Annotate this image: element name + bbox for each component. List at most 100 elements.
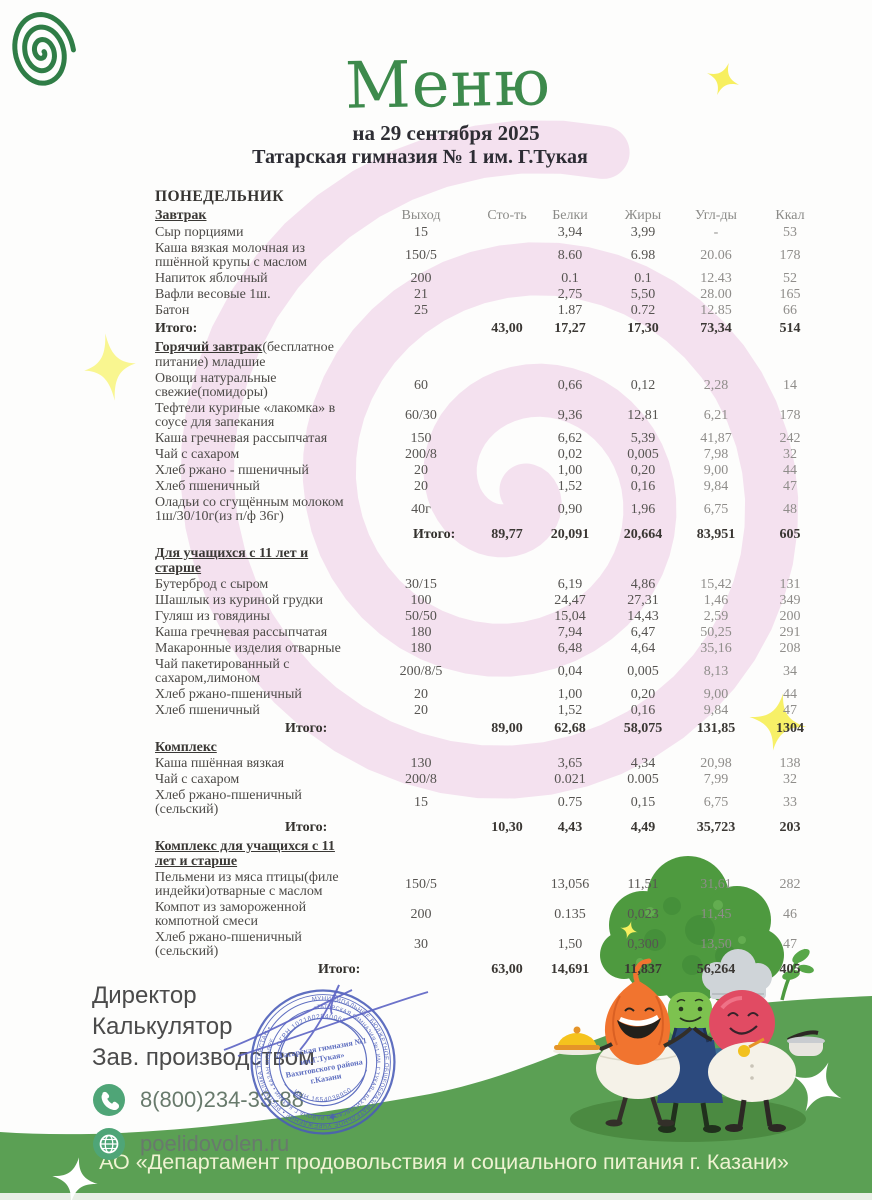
cell-out: 100 <box>410 593 432 608</box>
cell-carbs: 2,59 <box>703 609 729 624</box>
dish-name: Вафли весовые 1ш. <box>155 287 271 302</box>
menu-table: ПОНЕДЕЛЬНИК Завтрак Выход Сто-ть Белки Ж… <box>155 188 827 979</box>
cell-protein: 2,75 <box>557 287 583 302</box>
school-name: Татарская гимназия № 1 им. Г.Тукая <box>252 146 588 168</box>
cell-protein: 6,19 <box>557 577 583 592</box>
cell-kcal: 131 <box>779 577 801 592</box>
cell-out: 200 <box>410 907 432 922</box>
cell-protein: 1,50 <box>557 937 583 952</box>
total-protein: 14,691 <box>550 961 590 977</box>
cell-out: 150 <box>410 431 432 446</box>
cell-fat: 0,15 <box>630 795 656 810</box>
cell-out: 200 <box>410 271 432 286</box>
cell-fat: 0.72 <box>630 303 656 318</box>
menu-row: Хлеб пшеничный 20 1,52 0,16 9,84 47 <box>155 703 827 719</box>
phone-icon <box>93 1084 125 1116</box>
menu-row: Хлеб ржано-пшеничный (сельский) 15 0.75 0,1… <box>155 788 827 818</box>
cell-kcal: 32 <box>783 447 797 462</box>
dish-name: Чай с сахаром <box>155 447 240 462</box>
cell-kcal: 208 <box>779 641 801 656</box>
cell-fat: 5,50 <box>630 287 656 302</box>
cell-kcal: 47 <box>783 479 797 494</box>
total-carbs: 73,34 <box>700 320 732 336</box>
cell-out: 20 <box>414 479 428 494</box>
dish-name: Гуляш из говядины <box>155 609 270 624</box>
menu-row: Каша гречневая рассыпчатая 150 6,62 5,39 41,… <box>155 431 827 447</box>
dish-name: Овощи натуральные свежие(помидоры) <box>155 371 277 400</box>
cell-protein: 0,66 <box>557 378 583 393</box>
cell-protein: 0,04 <box>557 664 583 679</box>
cell-fat: 0,300 <box>627 937 659 952</box>
cell-out: 20 <box>414 463 428 478</box>
total-cost: 89,00 <box>491 720 523 736</box>
dish-name: Шашлык из куриной грудки <box>155 593 324 608</box>
cell-carbs: 15,42 <box>700 577 732 592</box>
globe-icon <box>93 1128 125 1160</box>
total-label: Итого: <box>285 720 328 736</box>
column-out: Выход <box>401 208 441 223</box>
total-row: Итого: 89,77 20,091 20,664 83,951 605 <box>155 527 827 543</box>
total-cost: 63,00 <box>491 961 523 977</box>
column-carbs: Угл-ды <box>695 208 737 223</box>
cell-fat: 4,64 <box>630 641 656 656</box>
cell-protein: 1,00 <box>557 463 583 478</box>
total-cost: 43,00 <box>491 320 523 336</box>
total-row: Итого: 43,00 17,27 17,30 73,34 514 <box>155 321 827 337</box>
dish-name: Компот из замороженной компотной смеси <box>155 900 307 929</box>
menu-row: Каша гречневая рассыпчатая 180 7,94 6,47 50,… <box>155 625 827 641</box>
cell-protein: 3,65 <box>557 756 583 771</box>
cell-carbs: 9,84 <box>703 479 729 494</box>
cell-carbs: 6,21 <box>703 408 729 423</box>
star-icon <box>781 1051 853 1123</box>
total-fat: 20,664 <box>623 526 663 542</box>
section-heading: Комплекс <box>155 738 351 756</box>
dish-name: Тефтели куриные «лакомка» в соусе для за… <box>155 401 336 430</box>
star-icon <box>79 329 141 405</box>
cell-protein: 0,02 <box>557 447 583 462</box>
cell-out: 20 <box>414 687 428 702</box>
dish-name: Пельмени из мяса птицы(филе индейки)отва… <box>155 870 339 899</box>
cell-fat: 0,20 <box>630 687 656 702</box>
cell-fat: 0,20 <box>630 463 656 478</box>
cell-out: 40г <box>411 502 431 517</box>
dish-name: Каша гречневая рассыпчатая <box>155 431 328 446</box>
menu-row: Хлеб ржано-пшеничный (сельский) 30 1,50 0,3… <box>155 930 827 960</box>
cell-carbs: 31,61 <box>700 877 732 892</box>
dish-name: Каша пшённая вязкая <box>155 756 285 771</box>
total-carbs: 83,951 <box>696 526 736 542</box>
cell-out: 30/15 <box>405 577 437 592</box>
section-breakfast-label: Завтрак <box>155 208 207 223</box>
total-kcal: 405 <box>779 961 801 977</box>
cell-carbs: 20.06 <box>700 248 732 263</box>
cell-kcal: 48 <box>783 502 797 517</box>
total-carbs: 56,264 <box>696 961 736 977</box>
cell-fat: 0,16 <box>630 479 656 494</box>
total-protein: 62,68 <box>554 720 586 736</box>
cell-kcal: 14 <box>783 378 797 393</box>
cell-protein: 1.87 <box>557 303 583 318</box>
cell-protein: 1,52 <box>557 479 583 494</box>
cell-kcal: 47 <box>783 703 797 718</box>
menu-row: Напиток яблочный 200 0.1 0.1 12.43 52 <box>155 271 827 287</box>
menu-row: Сыр порциями 15 3,94 3,99 - 53 <box>155 225 827 241</box>
cell-protein: 13,056 <box>550 877 590 892</box>
cell-carbs: 9,00 <box>703 463 729 478</box>
cell-out: 150/5 <box>405 248 437 263</box>
cell-out: 60 <box>414 378 428 393</box>
cell-carbs: 9,84 <box>703 703 729 718</box>
menu-row: Овощи натуральные свежие(помидоры) 60 0,66… <box>155 371 827 401</box>
cell-out: 50/50 <box>405 609 437 624</box>
dish-name: Хлеб ржано-пшеничный (сельский) <box>155 930 302 959</box>
dish-name: Каша вязкая молочная из пшённой крупы с … <box>155 241 307 270</box>
day-heading: ПОНЕДЕЛЬНИК <box>155 188 284 205</box>
cell-kcal: 178 <box>779 408 801 423</box>
total-fat: 4,49 <box>630 819 656 835</box>
section-title: Комплекс <box>155 740 217 755</box>
cell-protein: 9,36 <box>557 408 583 423</box>
cell-fat: 14,43 <box>627 609 659 624</box>
dish-name: Оладьи со сгущённым молоком 1ш/30/10г(из… <box>155 495 344 524</box>
cell-protein: 6,48 <box>557 641 583 656</box>
section-title: Горячий завтрак <box>155 340 263 355</box>
mascot-shadow <box>570 1096 806 1142</box>
cell-fat: 0,005 <box>627 664 659 679</box>
